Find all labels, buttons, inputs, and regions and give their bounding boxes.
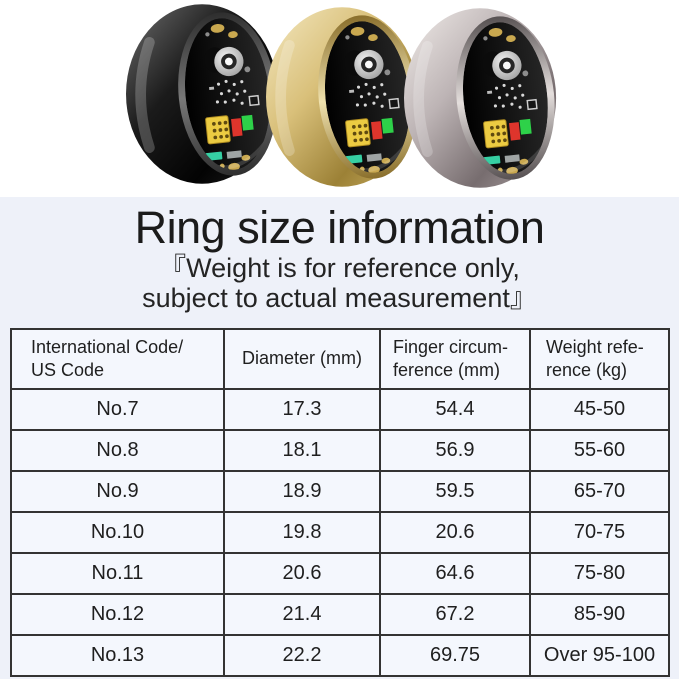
page-title: Ring size information: [134, 202, 545, 253]
col-header-code: International Code/ US Code: [10, 327, 225, 390]
disclaimer-line-1: 『Weight is for reference only,: [159, 253, 520, 284]
table-row: No.8 18.1 56.9 55-60: [10, 428, 670, 472]
sensor-disc-icon: [214, 46, 244, 77]
cell-circumference: 67.2: [379, 592, 531, 636]
weight-disclaimer: 『Weight is for reference only, subject t…: [0, 254, 679, 313]
green-component: [241, 114, 254, 131]
table-row: No.9 18.9 59.5 65-70: [10, 469, 670, 513]
cell-diameter: 19.8: [223, 510, 381, 554]
cell-diameter: 21.4: [223, 592, 381, 636]
table-row: No.10 19.8 20.6 70-75: [10, 510, 670, 554]
cell-weight: 45-50: [529, 387, 670, 431]
sensor-disc-icon: [354, 49, 384, 80]
cell-weight: 75-80: [529, 551, 670, 595]
cell-diameter: 22.2: [223, 633, 381, 677]
cell-diameter: 18.1: [223, 428, 381, 472]
cell-circumference: 64.6: [379, 551, 531, 595]
gold-smart-ring: [266, 6, 422, 188]
band-highlight: [413, 40, 433, 157]
ring-interior: [462, 22, 548, 179]
table-row: No.12 21.4 67.2 85-90: [10, 592, 670, 636]
white-component: [248, 94, 260, 107]
disclaimer-line-2: subject to actual measurement』: [142, 282, 537, 313]
band-highlight: [135, 36, 155, 153]
cell-weight: 65-70: [529, 469, 670, 513]
table-row: No.13 22.2 69.75 Over 95-100: [10, 633, 670, 677]
cell-circumference: 54.4: [379, 387, 531, 431]
cell-circumference: 69.75: [379, 633, 531, 677]
black-ring-graphic: [126, 4, 279, 184]
cell-code: No.13: [10, 633, 225, 677]
band-highlight: [275, 39, 295, 156]
product-rings-image: [0, 0, 679, 197]
cell-code: No.10: [10, 510, 225, 554]
sensor-disc-icon: [492, 50, 522, 81]
col-header-circumference: Finger circum- ference (mm): [379, 327, 531, 390]
led-chip-icon: [345, 118, 371, 148]
cell-circumference: 56.9: [379, 428, 531, 472]
red-component: [509, 122, 521, 141]
ring-size-table: International Code/ US Code Diameter (mm…: [10, 327, 670, 677]
col-header-weight: Weight refe- rence (kg): [529, 327, 670, 390]
white-component: [388, 97, 400, 110]
table-row: No.7 17.3 54.4 45-50: [10, 387, 670, 431]
gold-ring-graphic: [266, 7, 419, 187]
cell-diameter: 20.6: [223, 551, 381, 595]
table-row: No.11 20.6 64.6 75-80: [10, 551, 670, 595]
cell-weight: 55-60: [529, 428, 670, 472]
led-chip-icon: [483, 119, 509, 149]
black-smart-ring: [126, 3, 282, 185]
cell-diameter: 17.3: [223, 387, 381, 431]
cell-code: No.12: [10, 592, 225, 636]
cell-code: No.11: [10, 551, 225, 595]
silver-smart-ring: [404, 7, 560, 189]
white-component: [526, 98, 538, 111]
col-header-diameter: Diameter (mm): [223, 327, 381, 390]
cell-diameter: 18.9: [223, 469, 381, 513]
ring-interior: [184, 18, 270, 175]
red-component: [371, 121, 383, 140]
green-component: [519, 118, 532, 135]
cell-weight: 85-90: [529, 592, 670, 636]
silver-ring-graphic: [404, 8, 557, 188]
cell-code: No.7: [10, 387, 225, 431]
cell-circumference: 20.6: [379, 510, 531, 554]
led-chip-icon: [205, 115, 231, 145]
green-component: [381, 117, 394, 134]
cell-weight: 70-75: [529, 510, 670, 554]
cell-code: No.8: [10, 428, 225, 472]
size-info-panel: Ring size information 『Weight is for ref…: [0, 197, 679, 679]
cell-weight: Over 95-100: [529, 633, 670, 677]
cell-code: No.9: [10, 469, 225, 513]
cell-circumference: 59.5: [379, 469, 531, 513]
header-row: International Code/ US Code Diameter (mm…: [10, 327, 670, 390]
red-component: [231, 118, 243, 137]
